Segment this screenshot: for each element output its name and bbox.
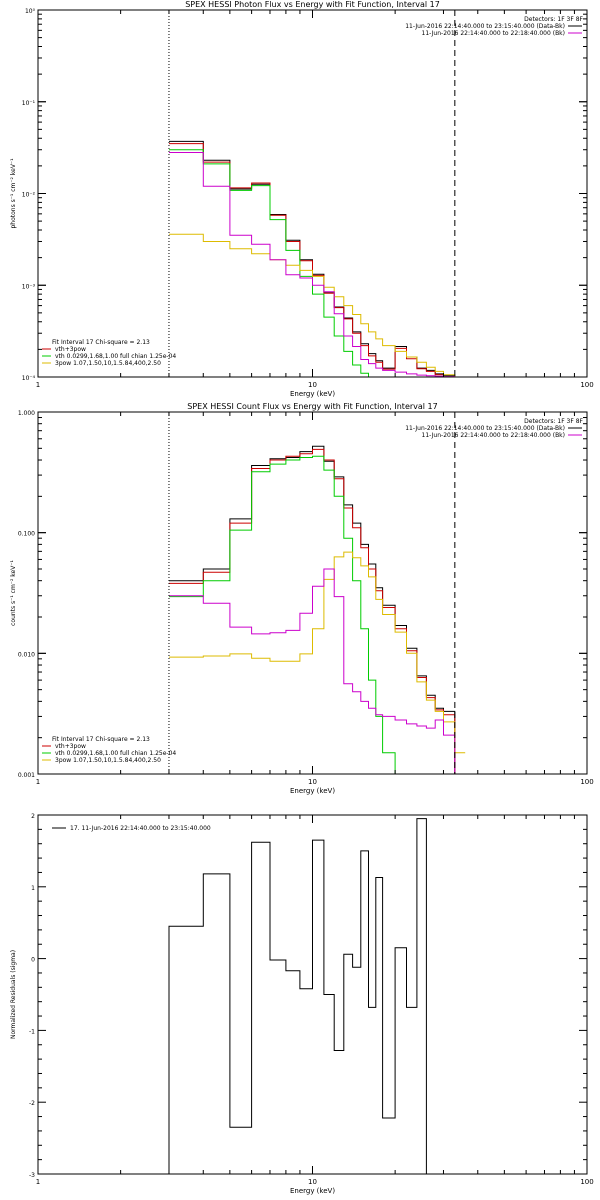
legend-bottom-left-line: vth+3pow — [55, 346, 86, 353]
series-group — [168, 818, 427, 1174]
series-vth — [169, 455, 466, 774]
y-tick-label: -1 — [29, 1028, 35, 1035]
y-tick-label: 0.010 — [18, 651, 35, 658]
legend-top-right-line: Detectors: 1F 3F 8F — [524, 16, 583, 23]
y-axis-label: counts s⁻¹ cm⁻² keV⁻¹ — [10, 560, 17, 626]
x-tick-label: 10 — [308, 381, 317, 389]
y-tick-label: 10⁻⁴ — [22, 375, 36, 382]
y-tick-label: 0.001 — [18, 772, 35, 779]
x-tick-label: 10 — [308, 778, 317, 786]
legend-bottom-left-line: Fit Interval 17 Chi-square = 2.13 — [52, 736, 150, 743]
series-Bk — [169, 152, 466, 377]
y-axis-label: photons s⁻¹ cm⁻² keV⁻¹ — [10, 158, 17, 229]
y-tick-label: 0 — [31, 957, 35, 964]
legend-bottom-left-line: Fit Interval 17 Chi-square = 2.13 — [52, 339, 150, 346]
x-axis-label: Energy (keV) — [290, 390, 335, 398]
x-axis-label: Energy (keV) — [290, 787, 335, 795]
legend-top-right-line: 11-Jun-2016 22:14:40.000 to 22:18:40.000… — [422, 30, 565, 37]
legend-bottom-left-line: vth 0.0299,1.68,1.00 full chian 1.25e-04 — [55, 353, 176, 360]
x-tick-label: 10 — [308, 1178, 317, 1186]
chart-title: SPEX HESSI Photon Flux vs Energy with Fi… — [185, 0, 440, 9]
legend-bottom-left-line: vth 0.0299,1.68,1.00 full chian 1.25e-04 — [55, 750, 176, 757]
series-3pow — [169, 233, 466, 377]
legend-top-left-line: 17. 11-Jun-2016 22:14:40.000 to 23:15:40… — [70, 825, 211, 832]
y-tick-label: 10⁻¹ — [22, 100, 36, 107]
series-vth — [169, 149, 466, 377]
y-tick-label: -2 — [29, 1100, 35, 1107]
legend-top-right-line: 11-Jun-2016 22:14:40.000 to 23:15:40.000… — [405, 425, 565, 432]
legend-bottom-left-line: vth+3pow — [55, 743, 86, 750]
x-tick-label: 1 — [36, 381, 40, 389]
series-data — [169, 140, 466, 377]
legend-top-right-line: 11-Jun-2016 22:14:40.000 to 23:15:40.000… — [405, 23, 565, 30]
legend-top-right-line: 11-Jun-2016 22:14:40.000 to 22:18:40.000… — [422, 432, 565, 439]
series-group — [169, 445, 466, 774]
series-3pow — [169, 551, 466, 754]
series-vth+3pow — [169, 448, 466, 774]
series-group — [169, 140, 466, 377]
series-data — [169, 445, 466, 774]
legend-bottom-left-line: 3pow 1.07,1.50,10,1.5.84,400,2.50 — [55, 360, 161, 367]
x-tick-label: 1 — [36, 1178, 40, 1186]
plot-frame — [37, 9, 588, 378]
y-tick-label: 2 — [31, 813, 35, 820]
x-tick-label: 100 — [580, 381, 593, 389]
y-tick-label: 1 — [31, 885, 35, 892]
y-tick-label: -3 — [29, 1172, 35, 1179]
legend-bottom-left-line: 3pow 1.07,1.50,10,1.5.84,400,2.50 — [55, 757, 161, 764]
series-Bk — [169, 568, 466, 774]
x-tick-label: 1 — [36, 778, 40, 786]
x-axis-label: Energy (keV) — [290, 1187, 335, 1195]
y-tick-label: 10⁰ — [25, 8, 36, 15]
panel-1: SPEX HESSI Photon Flux vs Energy with Fi… — [10, 0, 594, 398]
series-residuals — [168, 818, 427, 1174]
y-tick-label: 1.000 — [18, 410, 35, 417]
x-tick-label: 100 — [580, 1178, 593, 1186]
y-axis-label: Normalized Residuals (sigma) — [10, 950, 17, 1039]
panel-2: SPEX HESSI Count Flux vs Energy with Fit… — [10, 402, 594, 795]
panel-3: 1 10 100 Energy (keV) -3 -2 -1 0 1 2 Normalized Re… — [10, 813, 594, 1195]
chart-title: SPEX HESSI Count Flux vs Energy with Fit… — [187, 402, 438, 411]
series-vth+3pow — [169, 143, 466, 377]
y-tick-label: 10⁻³ — [22, 283, 36, 290]
x-tick-label: 100 — [580, 778, 593, 786]
y-tick-label: 10⁻² — [22, 192, 36, 199]
y-tick-label: 0.100 — [18, 531, 35, 538]
legend-top-right-line: Detectors: 1F 3F 8F — [524, 418, 583, 425]
